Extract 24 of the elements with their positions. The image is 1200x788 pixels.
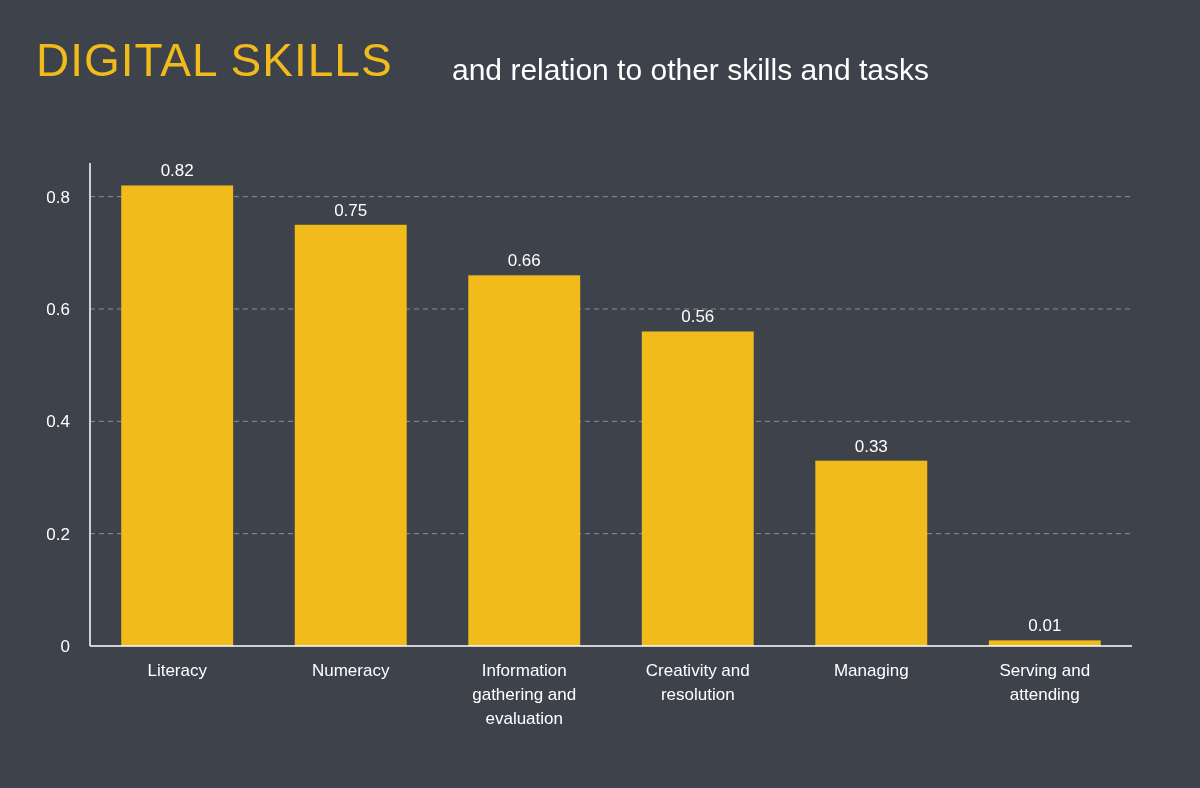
x-tick-label: Serving and attending	[999, 661, 1091, 704]
data-label: 0.75	[334, 200, 368, 220]
chart-subtitle: and relation to other skills and tasks	[452, 53, 929, 86]
bar	[468, 275, 581, 646]
y-tick-label: 0.2	[46, 524, 70, 544]
bar	[815, 460, 928, 646]
bar	[121, 185, 234, 646]
y-tick-label: 0.8	[46, 187, 70, 207]
bar	[641, 331, 754, 646]
bar	[294, 224, 407, 646]
data-label: 0.66	[507, 251, 541, 271]
x-tick-label: Numeracy	[311, 661, 390, 680]
data-label: 0.33	[854, 436, 888, 456]
x-tick-label: Information gathering and evaluation	[472, 661, 577, 728]
x-tick-label: Managing	[833, 661, 909, 680]
data-label: 0.82	[160, 161, 194, 181]
y-tick-label: 0.6	[46, 299, 70, 319]
data-label: 0.56	[681, 307, 715, 327]
y-tick-label: 0	[60, 636, 70, 656]
x-tick-label: Literacy	[147, 661, 208, 680]
chart-title: DIGITAL SKILLS	[36, 34, 393, 86]
data-label: 0.01	[1028, 616, 1062, 636]
x-tick-label: Creativity and resolution	[645, 661, 750, 704]
y-tick-label: 0.4	[46, 412, 70, 432]
